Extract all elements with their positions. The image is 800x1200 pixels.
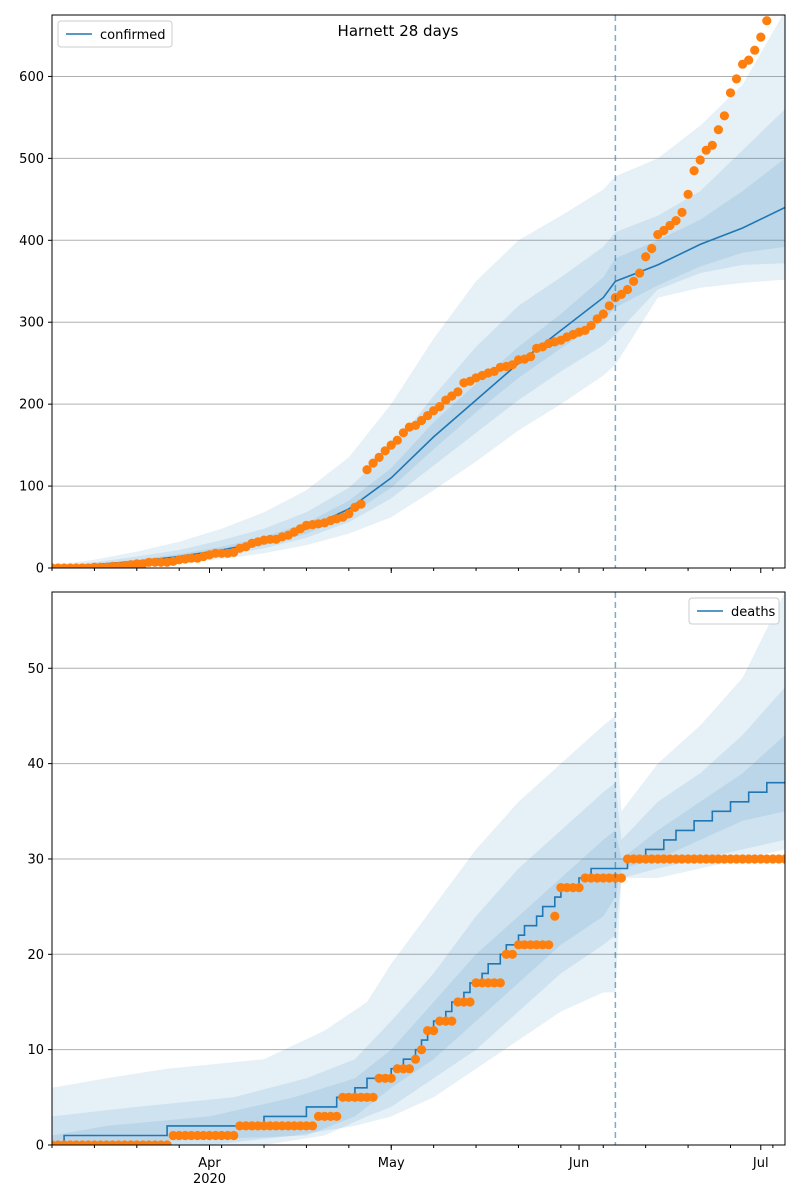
uncertainty-band [52,109,785,568]
axes-frame [51,591,786,1146]
x-tick-label: Jun [568,1156,589,1171]
deaths-median-line [52,781,785,1145]
observed-point [416,415,427,426]
legend-label: confirmed [100,28,166,43]
observed-point [647,243,657,254]
observed-point [356,499,366,509]
observed-point [410,1054,421,1064]
observed-point [465,997,475,1007]
observed-point [604,301,614,311]
observed-point [641,252,651,262]
observed-point [495,978,505,988]
y-tick-label: 20 [27,948,44,963]
observed-point [713,125,724,135]
y-tick-label: 0 [36,562,44,577]
observed-point [392,435,402,445]
observed-point [368,458,378,468]
observed-point [701,145,711,155]
observed-point [435,402,445,412]
axes-frame [51,14,786,569]
observed-point [368,1092,378,1102]
confirmed-panel: 0 100 200 300 400 500 600 confirmed [19,14,786,577]
observed-point [162,1140,172,1145]
legend: deaths [688,597,780,625]
observed-point [629,276,639,286]
y-tick-label: 50 [27,662,44,677]
observed-point [671,216,681,226]
legend-box [688,597,780,625]
y-tick-label: 100 [19,480,44,495]
plot-area [52,592,785,1145]
observed-point [744,55,754,65]
observed-point [756,32,766,42]
x-tick-label: May [378,1156,405,1171]
y-tick-label: 200 [19,398,44,413]
observed-point [683,189,693,199]
y-tick-label: 30 [27,852,44,867]
plot-area [52,15,785,568]
figure-title: Harnett 28 days [338,22,459,40]
observed-point [707,140,717,150]
x-tick-sublabel: 2020 [193,1172,226,1187]
observed-point [307,1121,318,1131]
observed-point [677,207,687,217]
x-tick-label: Apr [198,1156,221,1171]
observed-point [750,45,760,55]
observed-point [344,509,354,519]
observed-point [586,320,596,331]
observed-point [598,309,608,319]
uncertainty-band [52,735,785,1145]
observed-point [398,428,408,438]
y-tick-label: 500 [19,152,44,167]
observed-point [526,352,536,362]
y-tick-label: 400 [19,234,44,249]
uncertainty-band [52,687,785,1145]
observed-point [592,314,602,324]
observed-point [507,360,517,370]
y-tick-label: 0 [36,1139,44,1154]
uncertainty-band [52,592,785,1145]
observed-point [332,1111,342,1121]
observed-point [404,1064,414,1074]
observed-point [507,949,517,959]
observed-point [659,225,669,236]
observed-point [429,1026,439,1036]
y-tick-label: 300 [19,316,44,331]
observed-point [695,155,705,165]
observed-point [616,873,627,883]
observed-point [386,440,396,450]
observed-point [574,883,584,893]
legend: confirmed [57,20,173,48]
uncertainty-band [52,15,785,568]
observed-point [229,1130,239,1141]
y-tick-label: 600 [19,70,44,85]
observed-point [550,911,560,921]
legend-label: deaths [731,605,776,620]
observed-point [616,289,627,299]
observed-point [453,387,463,397]
x-tick-label: Jul [752,1156,769,1171]
observed-point [780,854,785,864]
observed-point [622,284,633,295]
observed-point [374,452,384,462]
observed-point [731,74,742,84]
observed-point [689,166,699,176]
observed-point [635,268,645,278]
observed-point [725,88,736,98]
observed-point [544,940,554,950]
y-tick-label: 10 [27,1043,44,1058]
observed-point [416,1045,427,1055]
observed-point [719,111,730,121]
observed-point [386,1073,396,1083]
observed-point [380,446,390,456]
y-tick-label: 40 [27,757,44,772]
observed-point [762,16,772,26]
observed-point [362,465,372,475]
observed-point [665,220,675,231]
observed-point [447,1016,457,1026]
legend-box [57,20,173,48]
